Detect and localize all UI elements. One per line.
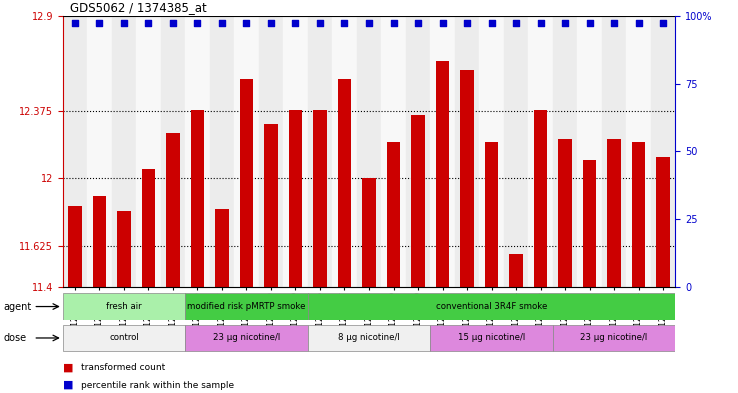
Bar (504, 16, 528, 287)
Bar (632, 142, 645, 287)
Point (265, 20, 277, 26)
Text: ■: ■ (63, 380, 73, 390)
Bar (87, 16, 111, 287)
Text: modified risk pMRTP smoke: modified risk pMRTP smoke (187, 302, 306, 311)
Text: agent: agent (4, 301, 32, 312)
Point (314, 20, 326, 26)
Point (167, 20, 179, 26)
Bar (461, 70, 474, 287)
Bar (68, 206, 82, 287)
Point (534, 20, 546, 26)
Bar (185, 16, 210, 287)
Point (632, 20, 644, 26)
Bar (455, 16, 479, 287)
Bar (308, 325, 430, 351)
Bar (240, 79, 253, 287)
Point (118, 20, 130, 26)
Bar (382, 16, 406, 287)
Text: 23 µg nicotine/l: 23 µg nicotine/l (213, 334, 280, 342)
Bar (430, 16, 455, 287)
Point (510, 20, 522, 26)
Bar (308, 16, 332, 287)
Bar (387, 142, 400, 287)
Bar (607, 139, 621, 287)
Bar (362, 178, 376, 287)
Bar (411, 115, 425, 287)
Bar (289, 110, 303, 287)
Bar (215, 209, 229, 287)
Bar (651, 16, 675, 287)
Bar (166, 133, 180, 287)
Text: transformed count: transformed count (81, 363, 165, 372)
Text: percentile rank within the sample: percentile rank within the sample (81, 381, 234, 389)
Bar (528, 16, 553, 287)
Bar (430, 325, 553, 351)
Text: control: control (109, 334, 139, 342)
Text: ■: ■ (63, 362, 73, 373)
Point (69, 20, 81, 26)
Bar (117, 211, 131, 287)
Bar (313, 110, 327, 287)
Bar (338, 79, 351, 287)
Bar (142, 169, 155, 287)
Bar (259, 16, 283, 287)
Text: 23 µg nicotine/l: 23 µg nicotine/l (580, 334, 648, 342)
Text: 15 µg nicotine/l: 15 µg nicotine/l (458, 334, 525, 342)
Bar (308, 293, 675, 320)
Bar (356, 16, 382, 287)
Bar (601, 16, 627, 287)
Bar (406, 16, 430, 287)
Bar (111, 16, 137, 287)
Bar (234, 16, 259, 287)
Text: GDS5062 / 1374385_at: GDS5062 / 1374385_at (70, 1, 207, 14)
Bar (627, 16, 651, 287)
Point (412, 20, 424, 26)
Bar (137, 16, 161, 287)
Point (387, 20, 399, 26)
Point (559, 20, 571, 26)
Point (584, 20, 596, 26)
Point (192, 20, 204, 26)
Point (608, 20, 620, 26)
Bar (185, 325, 308, 351)
Bar (558, 139, 572, 287)
Bar (332, 16, 356, 287)
Point (94, 20, 106, 26)
Text: 8 µg nicotine/l: 8 µg nicotine/l (338, 334, 400, 342)
Bar (93, 196, 106, 287)
Bar (63, 293, 185, 320)
Point (461, 20, 473, 26)
Bar (190, 110, 204, 287)
Bar (577, 16, 601, 287)
Bar (63, 16, 87, 287)
Bar (479, 16, 504, 287)
Bar (553, 325, 675, 351)
Point (339, 20, 351, 26)
Bar (185, 293, 308, 320)
Bar (553, 16, 577, 287)
Point (657, 20, 669, 26)
Bar (485, 142, 498, 287)
Point (437, 20, 449, 26)
Bar (656, 157, 670, 287)
Bar (509, 254, 523, 287)
Bar (210, 16, 234, 287)
Bar (583, 160, 596, 287)
Bar (63, 325, 185, 351)
Point (216, 20, 228, 26)
Bar (435, 61, 449, 287)
Point (486, 20, 497, 26)
Text: conventional 3R4F smoke: conventional 3R4F smoke (436, 302, 547, 311)
Text: dose: dose (4, 333, 27, 343)
Point (142, 20, 154, 26)
Point (241, 20, 252, 26)
Point (363, 20, 375, 26)
Bar (264, 124, 277, 287)
Bar (161, 16, 185, 287)
Point (289, 20, 301, 26)
Bar (283, 16, 308, 287)
Bar (534, 110, 548, 287)
Text: fresh air: fresh air (106, 302, 142, 311)
